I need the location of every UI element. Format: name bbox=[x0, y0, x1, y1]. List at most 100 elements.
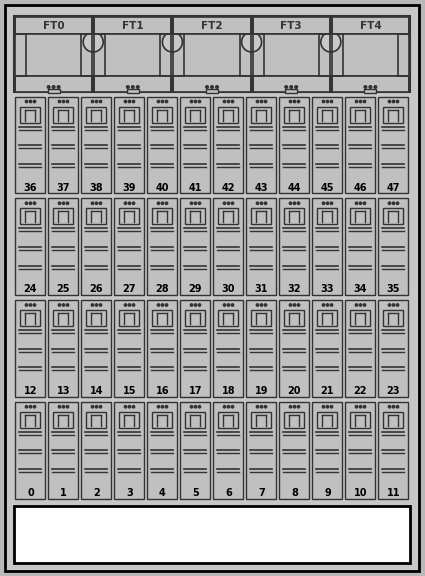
Circle shape bbox=[241, 32, 262, 52]
Bar bbox=[181, 198, 210, 295]
Circle shape bbox=[124, 304, 127, 306]
Bar bbox=[383, 310, 403, 326]
Bar bbox=[153, 107, 173, 123]
Bar bbox=[15, 198, 45, 295]
Text: 3: 3 bbox=[126, 488, 133, 498]
Bar bbox=[26, 34, 81, 76]
Circle shape bbox=[83, 32, 103, 52]
Text: 16: 16 bbox=[156, 386, 169, 396]
Bar bbox=[14, 16, 410, 92]
Circle shape bbox=[264, 202, 267, 204]
Bar bbox=[252, 412, 272, 428]
Circle shape bbox=[99, 406, 102, 408]
Bar bbox=[87, 209, 107, 224]
Circle shape bbox=[91, 406, 94, 408]
Circle shape bbox=[190, 406, 193, 408]
Circle shape bbox=[260, 202, 263, 204]
Circle shape bbox=[132, 406, 135, 408]
Text: 23: 23 bbox=[387, 386, 400, 396]
Text: 6: 6 bbox=[225, 488, 232, 498]
Bar bbox=[218, 412, 238, 428]
Bar bbox=[82, 401, 111, 498]
Text: FT4: FT4 bbox=[360, 21, 381, 31]
Bar bbox=[82, 97, 111, 194]
Circle shape bbox=[363, 406, 366, 408]
Circle shape bbox=[298, 100, 300, 103]
Text: 17: 17 bbox=[189, 386, 202, 396]
Bar bbox=[153, 310, 173, 326]
Bar bbox=[332, 76, 409, 92]
Text: 46: 46 bbox=[354, 183, 367, 193]
Circle shape bbox=[62, 406, 65, 408]
Bar bbox=[147, 401, 178, 498]
Bar bbox=[114, 401, 144, 498]
Text: 8: 8 bbox=[291, 488, 298, 498]
Text: 7: 7 bbox=[258, 488, 265, 498]
Circle shape bbox=[33, 100, 36, 103]
Bar bbox=[184, 34, 240, 76]
Bar bbox=[317, 412, 337, 428]
Circle shape bbox=[157, 202, 160, 204]
Text: 31: 31 bbox=[255, 285, 268, 294]
Circle shape bbox=[227, 304, 230, 306]
Text: 22: 22 bbox=[354, 386, 367, 396]
Circle shape bbox=[162, 32, 182, 52]
Bar bbox=[312, 300, 343, 397]
Circle shape bbox=[388, 406, 391, 408]
Bar bbox=[280, 198, 309, 295]
Text: 43: 43 bbox=[255, 183, 268, 193]
Circle shape bbox=[206, 86, 208, 88]
Bar bbox=[173, 17, 251, 34]
Bar bbox=[284, 412, 304, 428]
Circle shape bbox=[396, 406, 399, 408]
Circle shape bbox=[26, 304, 28, 306]
Bar bbox=[312, 198, 343, 295]
Circle shape bbox=[396, 100, 399, 103]
Circle shape bbox=[216, 86, 218, 88]
Bar bbox=[346, 300, 376, 397]
Bar bbox=[181, 97, 210, 194]
Circle shape bbox=[396, 304, 399, 306]
Bar bbox=[119, 107, 139, 123]
Bar bbox=[364, 89, 377, 93]
Text: FT2: FT2 bbox=[201, 21, 223, 31]
Text: 24: 24 bbox=[24, 285, 37, 294]
Circle shape bbox=[194, 406, 197, 408]
Text: 14: 14 bbox=[90, 386, 103, 396]
Bar bbox=[15, 300, 45, 397]
Circle shape bbox=[223, 100, 226, 103]
Bar bbox=[20, 107, 40, 123]
Text: 19: 19 bbox=[255, 386, 268, 396]
Bar bbox=[20, 412, 40, 428]
Text: 35: 35 bbox=[387, 285, 400, 294]
Circle shape bbox=[322, 304, 325, 306]
Bar bbox=[351, 412, 371, 428]
Circle shape bbox=[29, 202, 32, 204]
Bar bbox=[379, 401, 408, 498]
Bar bbox=[284, 209, 304, 224]
Text: 36: 36 bbox=[24, 183, 37, 193]
Text: 4: 4 bbox=[159, 488, 166, 498]
Text: 32: 32 bbox=[288, 285, 301, 294]
Bar bbox=[15, 97, 45, 194]
Bar bbox=[87, 310, 107, 326]
Circle shape bbox=[392, 406, 395, 408]
Circle shape bbox=[33, 406, 36, 408]
Bar bbox=[213, 401, 244, 498]
Text: 0: 0 bbox=[27, 488, 34, 498]
Circle shape bbox=[289, 202, 292, 204]
Circle shape bbox=[256, 202, 259, 204]
Bar bbox=[284, 107, 304, 123]
Circle shape bbox=[293, 406, 296, 408]
Bar bbox=[114, 97, 144, 194]
Bar bbox=[181, 300, 210, 397]
Circle shape bbox=[95, 304, 98, 306]
Bar bbox=[48, 401, 79, 498]
Circle shape bbox=[330, 304, 333, 306]
Text: 37: 37 bbox=[57, 183, 70, 193]
Bar bbox=[15, 76, 92, 92]
Bar bbox=[280, 401, 309, 498]
Circle shape bbox=[47, 86, 50, 88]
Circle shape bbox=[298, 304, 300, 306]
Bar bbox=[20, 209, 40, 224]
